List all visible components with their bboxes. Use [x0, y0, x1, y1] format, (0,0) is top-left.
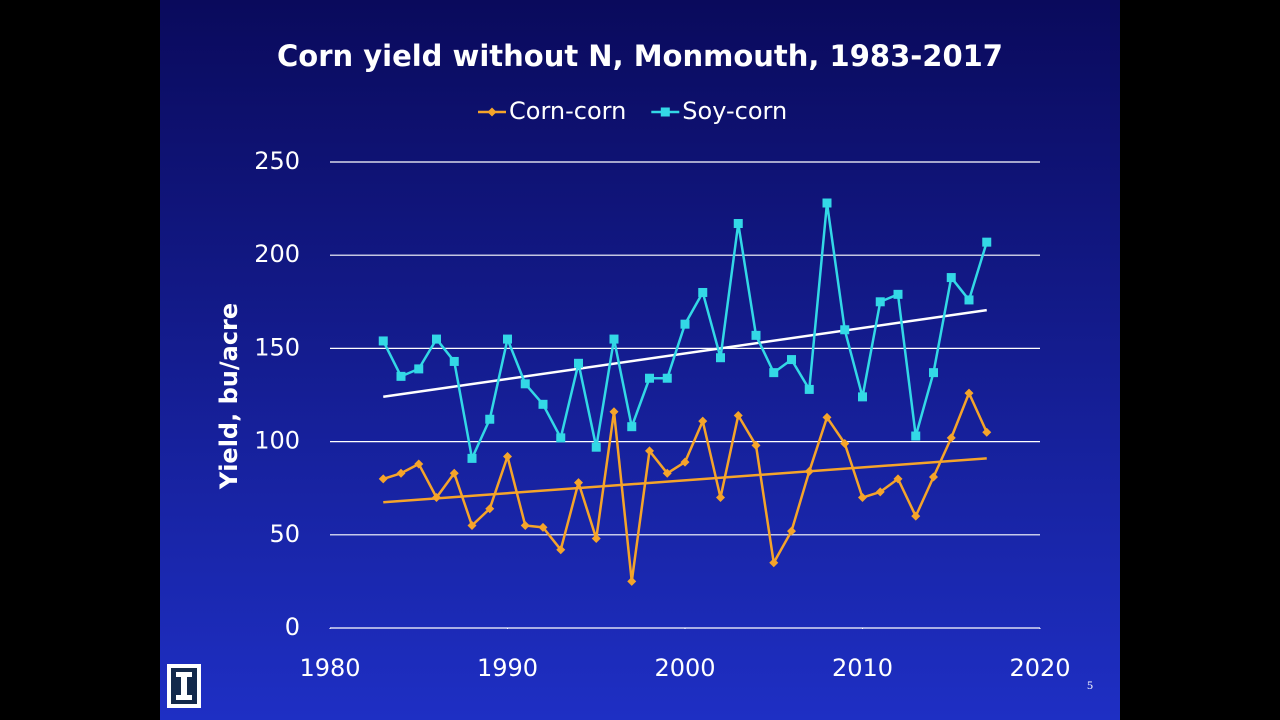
data-point	[432, 334, 441, 344]
data-point	[822, 198, 832, 208]
data-point	[680, 319, 690, 329]
data-point	[449, 468, 459, 478]
data-point	[751, 440, 761, 450]
data-point	[787, 355, 796, 365]
data-point	[698, 287, 708, 297]
data-point	[591, 442, 601, 452]
trendline	[383, 457, 987, 504]
chart-title: Corn yield without N, Monmouth, 1983-201…	[277, 39, 1003, 73]
x-tick-label: 1980	[299, 654, 360, 682]
data-point	[538, 399, 548, 409]
y-tick-label: 100	[254, 427, 300, 455]
data-point	[698, 416, 708, 426]
data-point	[414, 364, 424, 374]
data-point	[485, 504, 495, 514]
x-tick-label: 2020	[1009, 654, 1070, 682]
y-tick-label: 150	[254, 333, 300, 361]
logo	[167, 664, 201, 708]
data-point	[893, 289, 903, 299]
data-point	[520, 520, 530, 530]
legend: Corn-corn Soy-corn	[478, 97, 787, 125]
data-point	[574, 358, 583, 368]
data-point	[822, 412, 832, 422]
data-point	[982, 237, 992, 247]
data-point	[964, 388, 974, 398]
data-point	[609, 407, 619, 417]
legend-label: Corn-corn	[509, 97, 626, 125]
data-point	[733, 411, 743, 421]
data-point	[946, 433, 956, 443]
data-point	[609, 334, 619, 344]
legend-marker	[660, 107, 670, 117]
data-point	[769, 558, 779, 568]
data-point	[804, 466, 814, 476]
y-tick-label: 50	[269, 520, 300, 548]
data-point	[893, 474, 903, 484]
data-point	[520, 379, 530, 389]
data-point	[396, 468, 406, 478]
data-point	[645, 373, 654, 383]
data-point	[574, 478, 583, 488]
data-point	[485, 414, 495, 424]
data-point	[662, 468, 672, 478]
data-point	[716, 493, 725, 503]
data-point	[556, 545, 566, 555]
legend-label: Soy-corn	[682, 97, 787, 125]
x-tick-label: 2000	[654, 654, 715, 682]
data-point	[982, 427, 992, 437]
trendline	[383, 308, 987, 399]
data-point	[680, 457, 690, 467]
data-point	[858, 493, 867, 503]
data-point	[414, 459, 424, 469]
data-point	[503, 452, 512, 462]
data-point	[396, 371, 406, 381]
data-point	[858, 392, 867, 402]
data-point	[645, 446, 654, 456]
y-tick-label: 200	[254, 240, 300, 268]
plot-area: 0 50 100 150 200 250 1980 1990 2000 2010 2020 Corn-…	[254, 97, 1070, 682]
data-point	[716, 353, 725, 363]
data-point	[449, 356, 459, 366]
x-tick-label: 2010	[832, 654, 893, 682]
data-point	[591, 534, 601, 544]
data-point	[467, 520, 477, 530]
data-point	[627, 422, 637, 432]
data-point	[929, 368, 938, 378]
x-tick-label: 1990	[477, 654, 538, 682]
data-point	[769, 368, 779, 378]
data-point	[538, 522, 548, 532]
data-point	[378, 474, 388, 484]
data-point	[787, 526, 796, 536]
data-point	[840, 325, 850, 335]
data-point	[929, 472, 938, 482]
data-point	[733, 219, 743, 229]
data-point	[467, 453, 477, 463]
data-point	[804, 384, 814, 394]
data-point	[964, 295, 974, 305]
data-point	[432, 493, 441, 503]
y-tick-label: 0	[285, 613, 300, 641]
data-point	[840, 438, 850, 448]
data-point	[556, 433, 566, 443]
data-point	[911, 511, 921, 521]
data-point	[627, 576, 637, 586]
data-point	[662, 373, 672, 383]
data-point	[911, 431, 921, 441]
data-point	[503, 334, 512, 344]
page-number: 5	[1087, 678, 1093, 692]
data-point	[875, 487, 885, 497]
y-tick-label: 250	[254, 147, 300, 175]
data-point	[378, 336, 388, 346]
data-point	[751, 330, 761, 340]
data-point	[946, 273, 956, 283]
y-axis-label: Yield, bu/acre	[215, 303, 243, 490]
legend-marker	[487, 107, 497, 117]
data-point	[875, 297, 885, 307]
